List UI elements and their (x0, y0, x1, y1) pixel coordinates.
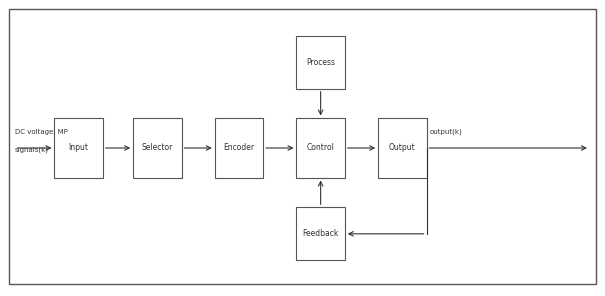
Bar (215, 118, 263, 178)
Text: Selector: Selector (142, 144, 173, 152)
Text: Process: Process (306, 58, 335, 67)
Bar (378, 118, 427, 178)
Text: Encoder: Encoder (223, 144, 255, 152)
Bar (296, 207, 345, 260)
Text: output(k): output(k) (430, 128, 462, 135)
Bar (133, 118, 182, 178)
Text: signals(k): signals(k) (15, 146, 49, 153)
Text: Input: Input (68, 144, 89, 152)
Bar (54, 118, 103, 178)
Text: DC voltage, MP: DC voltage, MP (15, 129, 68, 135)
Text: Output: Output (389, 144, 416, 152)
Text: Control: Control (307, 144, 335, 152)
Bar (296, 36, 345, 89)
Bar (296, 118, 345, 178)
Text: Feedback: Feedback (302, 229, 339, 238)
